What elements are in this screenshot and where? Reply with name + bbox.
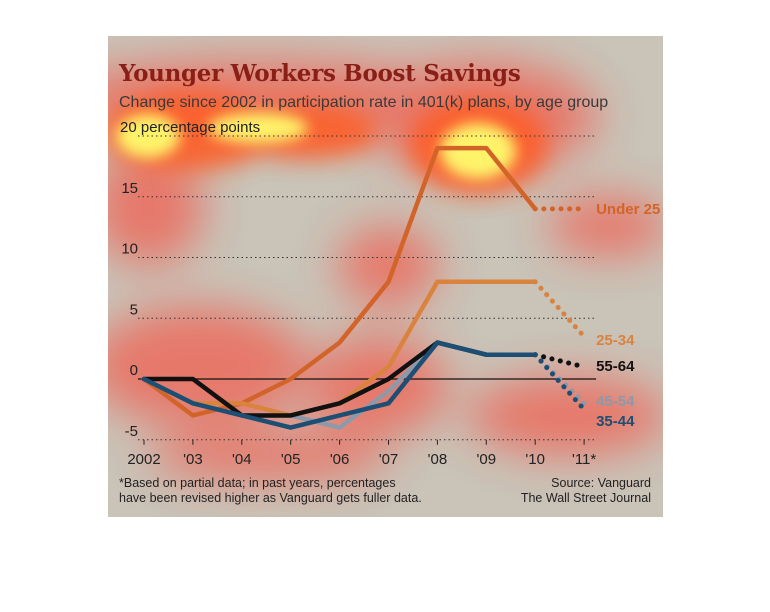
series-labels: Under 25 25-34 55-64 45-54 35-44 bbox=[596, 201, 660, 430]
y-axis-ticks: -5 0 5 10 15 20 percentage points bbox=[120, 119, 260, 440]
series-label: 55-64 bbox=[596, 358, 635, 375]
y-tick-label: 10 bbox=[121, 241, 138, 258]
y-tick-label: 5 bbox=[130, 301, 138, 318]
x-tick-label: '04 bbox=[232, 451, 252, 468]
footnote-line: *Based on partial data; in past years, p… bbox=[119, 476, 396, 490]
y-tick-label: -5 bbox=[125, 423, 138, 440]
series-projection-dotted bbox=[532, 352, 587, 412]
x-axis-ticks: 2002 '03 '04 '05 '06 '07 '08 '09 '10 '11* bbox=[127, 439, 596, 468]
x-tick-label: '09 bbox=[477, 451, 497, 468]
x-tick-label: '05 bbox=[281, 451, 301, 468]
y-tick-label: 0 bbox=[130, 362, 138, 379]
series-projection-dotted bbox=[532, 279, 587, 339]
x-tick-label: '10 bbox=[525, 451, 545, 468]
series-label: Under 25 bbox=[596, 201, 660, 218]
x-tick-label: '06 bbox=[330, 451, 350, 468]
x-tick-label: '07 bbox=[379, 451, 399, 468]
x-tick-label: '11* bbox=[572, 451, 596, 468]
x-tick-label: '03 bbox=[183, 451, 203, 468]
source-credit: Source: Vanguard The Wall Street Journal bbox=[521, 476, 651, 506]
chart-title: Younger Workers Boost Savings bbox=[119, 60, 521, 87]
y-tick-label: 15 bbox=[121, 180, 138, 197]
y-tick-label: 20 percentage points bbox=[120, 119, 260, 136]
line-chart: -5 0 5 10 15 20 percentage points 2002 '03 '04 '… bbox=[120, 119, 660, 468]
series-label: 45-54 bbox=[596, 393, 635, 410]
source-line: Source: Vanguard bbox=[551, 476, 651, 490]
series-label: 25-34 bbox=[596, 332, 635, 349]
series-line bbox=[141, 145, 538, 418]
chart-card: -5 0 5 10 15 20 percentage points 2002 '03 '04 '… bbox=[108, 36, 663, 517]
footnote: *Based on partial data; in past years, p… bbox=[119, 476, 439, 506]
x-tick-label: 2002 bbox=[127, 451, 160, 468]
footnote-line: have been revised higher as Vanguard get… bbox=[119, 491, 422, 505]
series-line bbox=[141, 279, 538, 418]
source-line: The Wall Street Journal bbox=[520, 491, 651, 505]
gridlines bbox=[138, 135, 597, 441]
series-lines bbox=[141, 145, 587, 430]
series-label: 35-44 bbox=[596, 413, 635, 430]
x-tick-label: '08 bbox=[428, 451, 448, 468]
series-line bbox=[141, 340, 538, 430]
chart-subtitle: Change since 2002 in participation rate … bbox=[119, 94, 609, 111]
series-projection-dotted bbox=[532, 352, 587, 370]
